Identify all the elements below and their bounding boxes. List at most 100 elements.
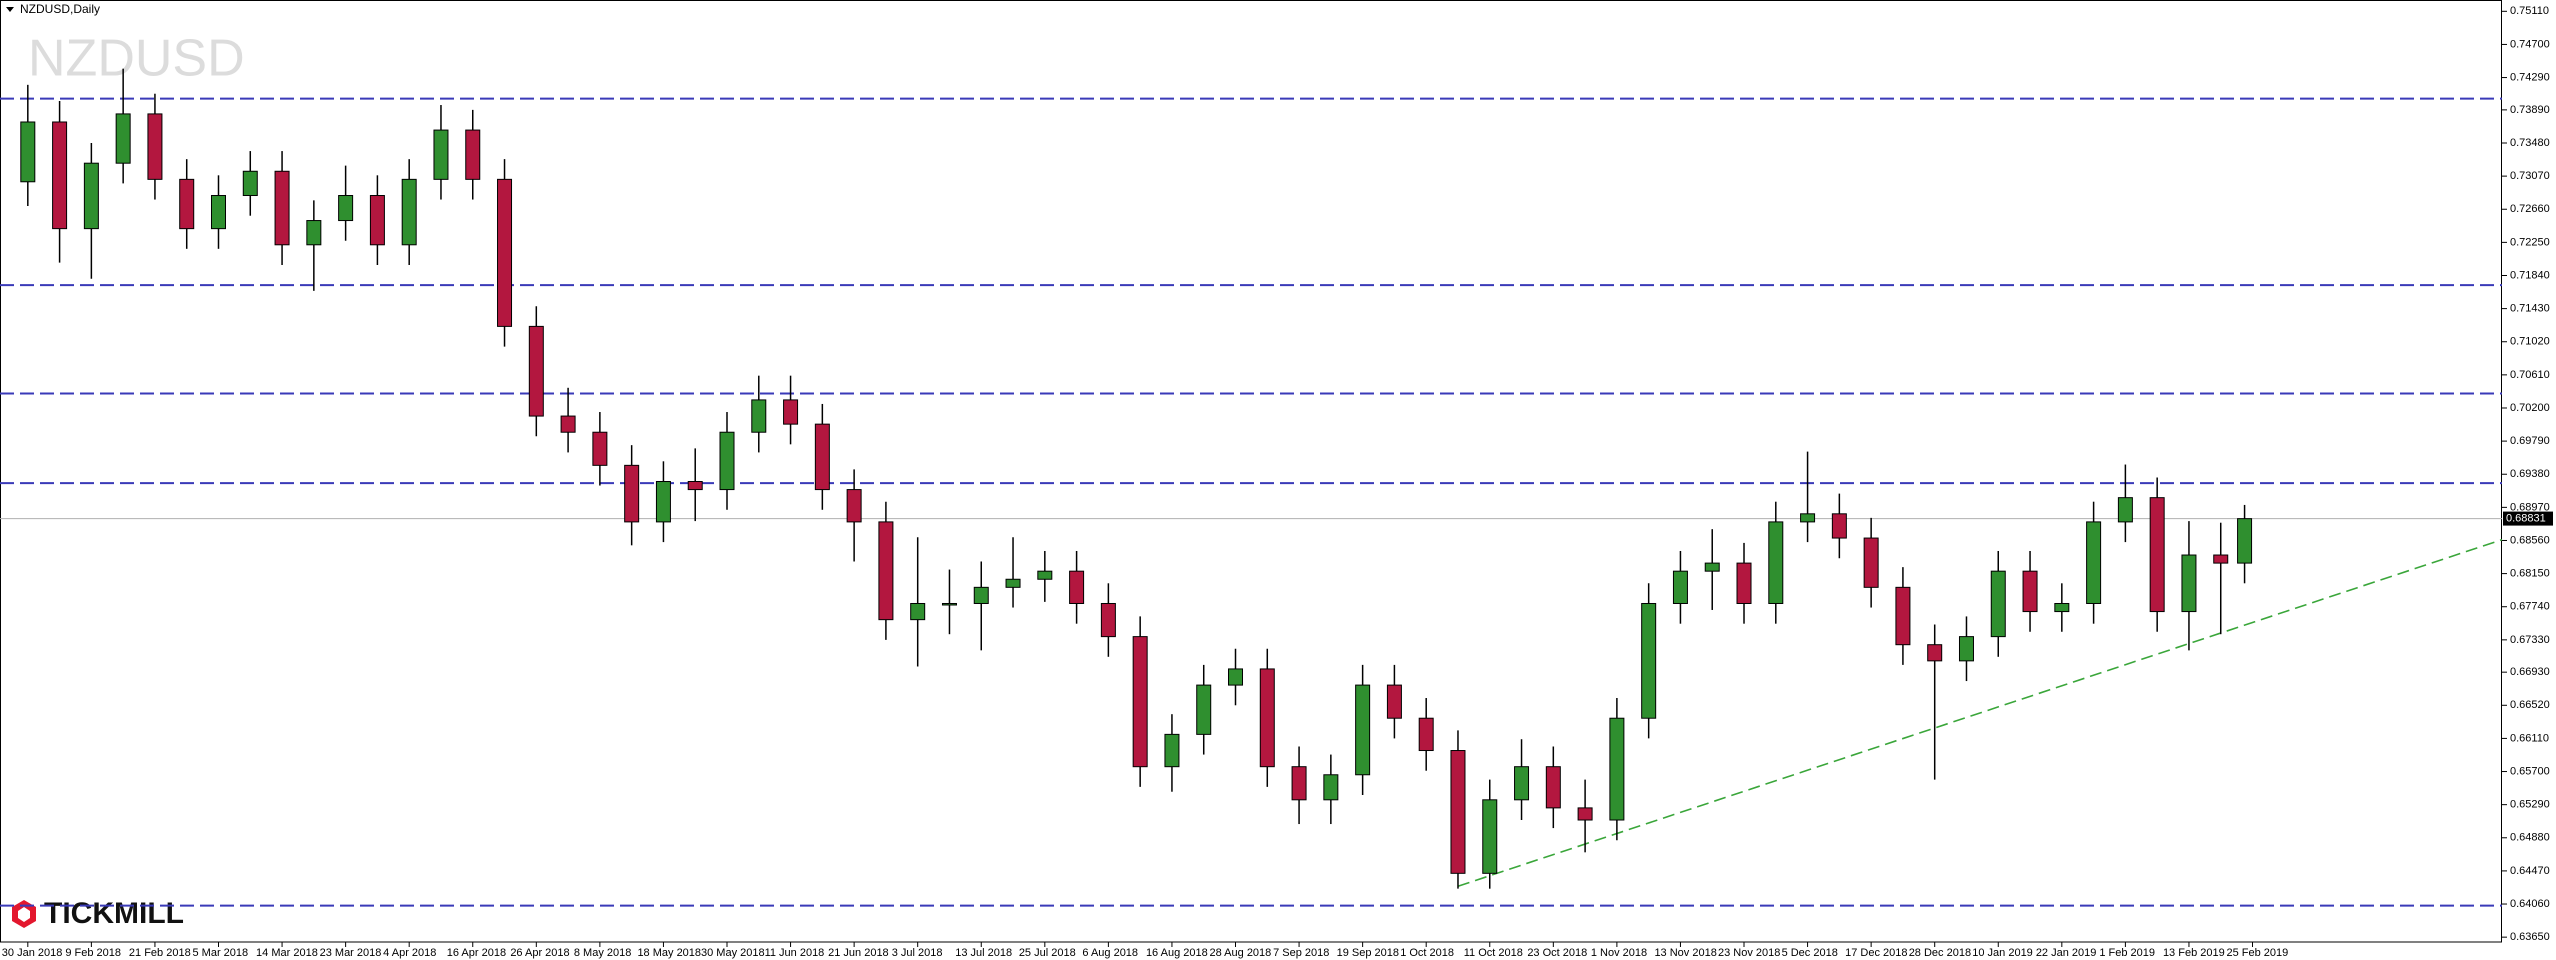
brand-name: TICKMILL	[44, 897, 184, 930]
candle-body	[369, 195, 385, 246]
x-tick-label: 23 Mar 2018	[320, 947, 382, 959]
candle-body	[1005, 578, 1021, 588]
y-tick-label: 0.68560	[2510, 534, 2550, 546]
y-tick-label: 0.72660	[2510, 203, 2550, 215]
x-tick-label: 16 Apr 2018	[447, 947, 506, 959]
candle-body	[1768, 521, 1784, 604]
x-tick-label: 8 May 2018	[574, 947, 631, 959]
candle-body	[274, 170, 290, 246]
candle-body	[1323, 774, 1339, 801]
candle-body	[624, 464, 640, 523]
menu-arrow	[6, 7, 14, 12]
candle-body	[1514, 766, 1530, 801]
x-tick-label: 4 Apr 2018	[383, 947, 436, 959]
candle-body	[2213, 554, 2229, 564]
y-tick-label: 0.71840	[2510, 269, 2550, 281]
candle-body	[20, 121, 36, 183]
candle-body	[592, 431, 608, 466]
x-tick-label: 21 Feb 2018	[129, 947, 191, 959]
candle-body	[1672, 570, 1688, 604]
candle-body	[1482, 799, 1498, 874]
x-tick-label: 10 Jan 2019	[1972, 947, 2033, 959]
y-tick-label: 0.67740	[2510, 601, 2550, 613]
y-tick-label: 0.63650	[2510, 931, 2550, 943]
candle-body	[1291, 766, 1307, 801]
candle-body	[306, 220, 322, 246]
y-tick-label: 0.74700	[2510, 38, 2550, 50]
candle-body	[83, 162, 99, 230]
candle-body	[1863, 537, 1879, 588]
candle-body	[973, 586, 989, 604]
y-tick-label: 0.71430	[2510, 303, 2550, 315]
x-tick-label: 1 Feb 2019	[2099, 947, 2155, 959]
candle-body	[433, 129, 449, 180]
candle-body	[1100, 602, 1116, 638]
y-tick-label: 0.64470	[2510, 865, 2550, 877]
candle-body	[1800, 513, 1816, 523]
x-tick-label: 28 Dec 2018	[1909, 947, 1971, 959]
x-tick-label: 23 Nov 2018	[1718, 947, 1780, 959]
x-tick-label: 25 Jul 2018	[1019, 947, 1076, 959]
candle-body	[1545, 766, 1561, 809]
y-tick-label: 0.70200	[2510, 402, 2550, 414]
last-price-label: 0.68831	[2506, 512, 2546, 524]
candle-body	[1577, 807, 1593, 821]
x-tick-label: 11 Jun 2018	[765, 947, 825, 959]
candle-body	[910, 602, 926, 621]
x-tick-label: 1 Nov 2018	[1591, 947, 1647, 959]
candle-body	[751, 399, 767, 433]
candle-body	[1164, 733, 1180, 768]
x-tick-label: 26 Apr 2018	[510, 947, 569, 959]
candle-body	[179, 178, 195, 230]
x-tick-label: 30 May 2018	[701, 947, 765, 959]
candle-body	[1831, 513, 1847, 539]
chart-title: NZDUSD,Daily	[20, 2, 100, 16]
candle-body	[147, 113, 163, 180]
x-tick-label: 5 Mar 2018	[192, 947, 248, 959]
x-tick-label: 22 Jan 2019	[2036, 947, 2097, 959]
y-tick-label: 0.74290	[2510, 71, 2550, 83]
x-tick-label: 13 Nov 2018	[1654, 947, 1716, 959]
x-tick-label: 6 Aug 2018	[1082, 947, 1138, 959]
candle-body	[1736, 562, 1752, 604]
candle-body	[1450, 750, 1466, 874]
x-tick-label: 28 Aug 2018	[1210, 947, 1272, 959]
candle-body	[1958, 636, 1974, 662]
x-tick-label: 14 Mar 2018	[256, 947, 318, 959]
y-tick-label: 0.65290	[2510, 799, 2550, 811]
candle-body	[1641, 602, 1657, 719]
y-tick-label: 0.66930	[2510, 666, 2550, 678]
y-tick-label: 0.69790	[2510, 435, 2550, 447]
candle-body	[1386, 684, 1402, 719]
logo-icon-inner	[18, 907, 30, 922]
candle-body	[1355, 684, 1371, 776]
candle-body	[1228, 668, 1244, 686]
y-tick-label: 0.66110	[2510, 732, 2549, 744]
candle-body	[52, 121, 68, 230]
y-tick-label: 0.73890	[2510, 104, 2550, 116]
candle-body	[401, 178, 417, 246]
trend-line	[1457, 538, 2503, 888]
y-tick-label: 0.71020	[2510, 336, 2550, 348]
candle-body	[210, 195, 226, 230]
candle-body	[878, 521, 894, 621]
candle-body	[2054, 602, 2070, 613]
y-tick-label: 0.67330	[2510, 634, 2550, 646]
y-tick-label: 0.64880	[2510, 832, 2550, 844]
candle-body	[1927, 644, 1943, 662]
brand-logo: TICKMILL	[12, 897, 184, 930]
watermark: NZDUSD	[28, 30, 245, 88]
candle-body	[465, 129, 481, 180]
candle-body	[2022, 570, 2038, 613]
candle-body	[560, 415, 576, 433]
x-tick-label: 3 Jul 2018	[892, 947, 943, 959]
x-tick-label: 23 Oct 2018	[1527, 947, 1587, 959]
plot-frame	[0, 0, 2502, 943]
candle-body	[2086, 521, 2102, 604]
candle-body	[655, 481, 671, 523]
last-price-box	[2503, 511, 2553, 526]
x-tick-label: 13 Jul 2018	[955, 947, 1012, 959]
candle-body	[1418, 717, 1434, 752]
y-tick-label: 0.72250	[2510, 236, 2550, 248]
